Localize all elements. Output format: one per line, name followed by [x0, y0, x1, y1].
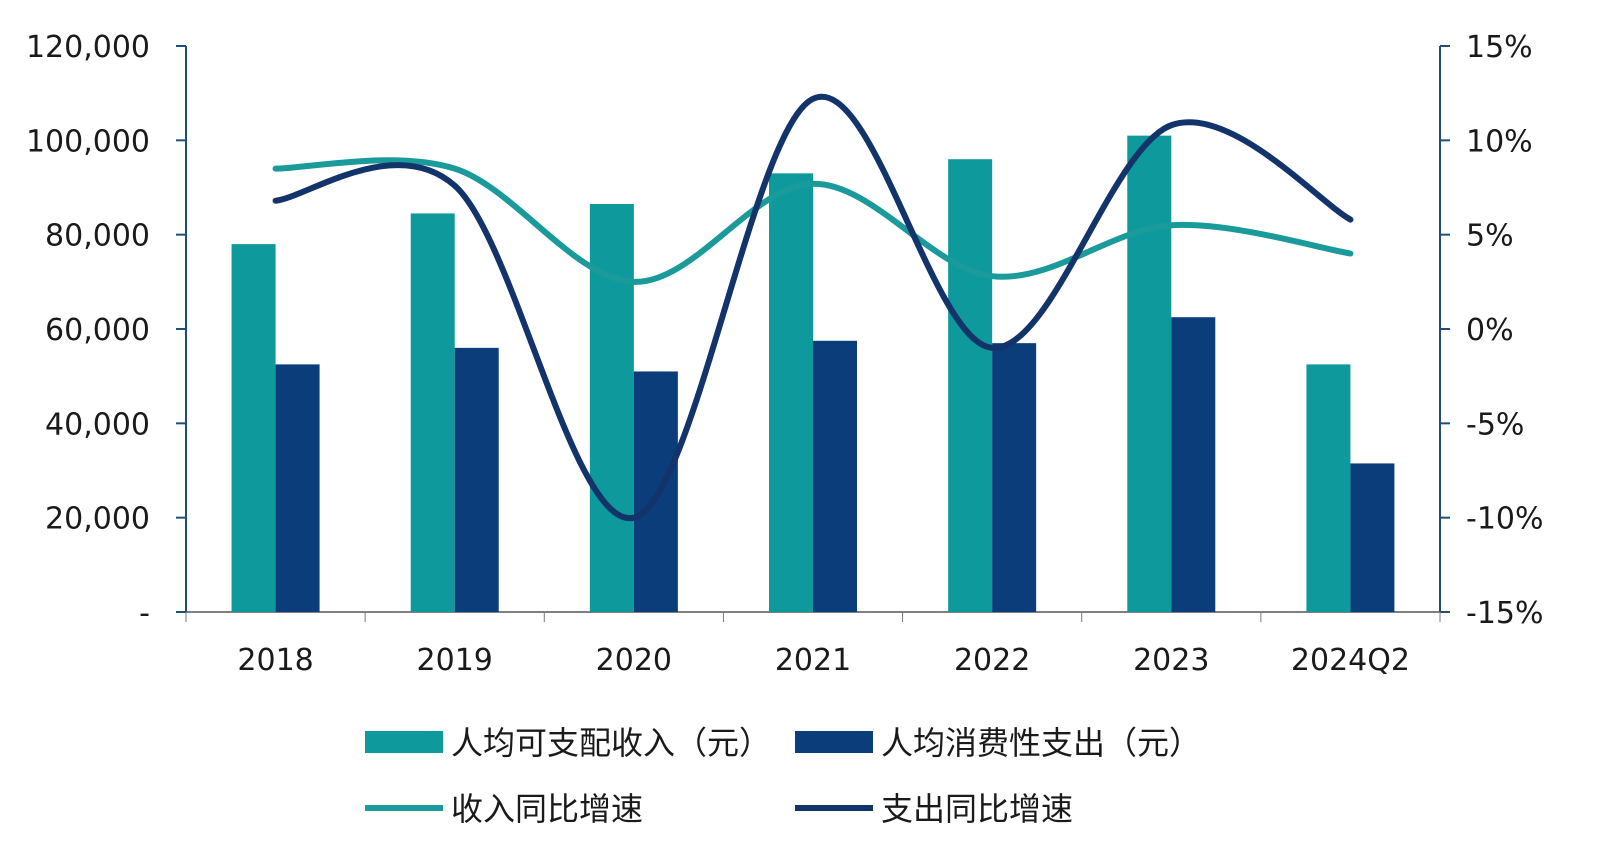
bar-income [231, 244, 276, 612]
legend-item: 支出同比增速 [795, 790, 1073, 828]
bar-income [1127, 135, 1172, 612]
lines [272, 93, 1354, 521]
y-left-tick-label: - [139, 596, 150, 631]
y-left-tick-label: 40,000 [45, 407, 150, 442]
y-right-tick-label: 5% [1466, 219, 1514, 254]
legend-label: 支出同比增速 [881, 790, 1073, 828]
line-income-growth [272, 157, 1354, 285]
x-tick-label: 2020 [596, 643, 672, 678]
y-left-tick-label: 120,000 [26, 30, 150, 65]
bar-expense [1350, 463, 1395, 612]
bar-income [589, 204, 634, 612]
x-tick-label: 2019 [417, 643, 493, 678]
bar-income [410, 213, 455, 613]
y-right-tick-label: -15% [1466, 596, 1544, 631]
y-right-tick-label: 10% [1466, 124, 1533, 159]
legend: 人均可支配收入（元） 人均消费性支出（元） 收入同比增速 支出同比增速 [365, 724, 1201, 828]
legend-item: 人均消费性支出（元） [795, 724, 1201, 762]
y-left-tick-label: 80,000 [45, 219, 150, 254]
bar-expense [813, 340, 857, 612]
legend-swatch [795, 731, 873, 753]
y-left-tick-label: 60,000 [45, 313, 150, 348]
bar-income [1306, 364, 1351, 612]
bar-expense [275, 364, 320, 612]
bar-income [948, 159, 993, 612]
legend-item: 人均可支配收入（元） [365, 724, 771, 762]
y-left-tick-label: 100,000 [26, 124, 150, 159]
x-tick-label: 2022 [954, 643, 1030, 678]
y-left-tick-label: 20,000 [45, 502, 150, 537]
legend-label: 收入同比增速 [451, 790, 643, 828]
y-right-tick-label: 15% [1466, 30, 1533, 65]
legend-label: 人均可支配收入（元） [451, 724, 771, 762]
bars [231, 135, 1395, 613]
legend-item: 收入同比增速 [365, 790, 643, 828]
bar-expense [454, 347, 499, 612]
x-tick-label: 2018 [237, 643, 313, 678]
y-right-tick-label: -10% [1466, 502, 1544, 537]
x-tick-label: 2021 [775, 643, 851, 678]
x-tick-labels: 2018 2019 2020 2021 2022 2023 2024Q2 [237, 643, 1410, 678]
axes: - 20,000 40,000 60,000 80,000 100,000 120,000 -… [26, 30, 1544, 631]
y-right-tick-label: 0% [1466, 313, 1514, 348]
line-expense-growth [272, 93, 1354, 521]
legend-swatch [365, 731, 443, 753]
bar-expense [1171, 317, 1216, 612]
bar-expense [992, 343, 1037, 612]
legend-label: 人均消费性支出（元） [881, 724, 1201, 762]
y-right-tick-label: -5% [1466, 407, 1524, 442]
x-tick-label: 2023 [1133, 643, 1209, 678]
x-tick-label: 2024Q2 [1291, 643, 1410, 678]
bar-income [769, 173, 813, 612]
